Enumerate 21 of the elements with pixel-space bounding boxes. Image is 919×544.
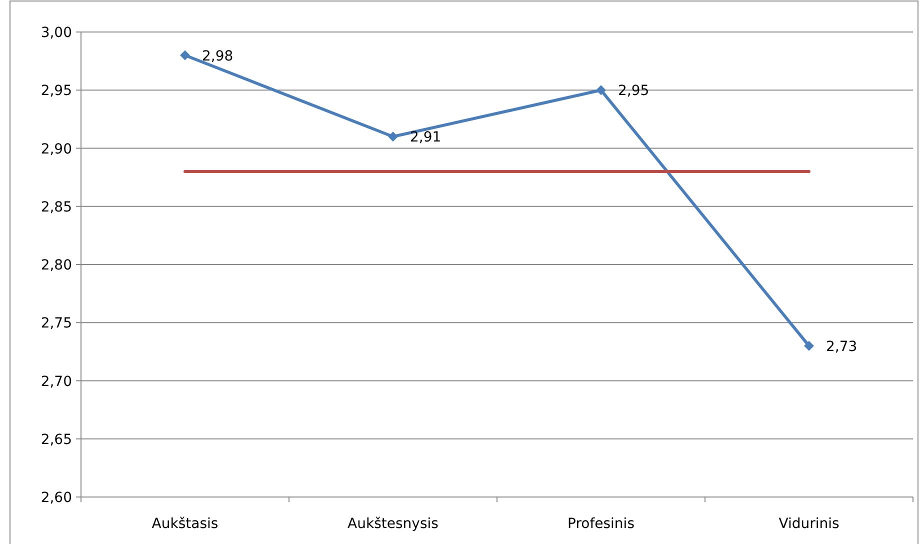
y-tick-label: 2,85 <box>40 199 72 216</box>
point <box>388 132 398 142</box>
x-tick-label: Profesinis <box>568 516 634 532</box>
y-tick-label: 2,95 <box>40 83 72 100</box>
y-tick-label: 2,90 <box>40 141 72 158</box>
y-tick-label: 2,80 <box>40 258 72 274</box>
point <box>180 50 190 60</box>
y-tick-label: 3,00 <box>40 25 72 41</box>
x-tick-label: Aukštesnysis <box>348 516 438 532</box>
y-tick-label: 2,65 <box>40 432 72 448</box>
point <box>804 340 814 351</box>
data-label: 2,91 <box>410 130 442 146</box>
data-label: 2,73 <box>826 338 858 355</box>
x-tick-label: Vidurinis <box>778 516 840 532</box>
data-label: 2,95 <box>618 83 650 100</box>
y-tick-label: 2,70 <box>40 374 72 390</box>
y-tick-label: 2,60 <box>40 490 72 506</box>
x-tick-label: Aukštasis <box>152 516 218 532</box>
point <box>596 85 606 96</box>
y-tick-label: 2,75 <box>40 316 72 332</box>
data-label: 2,98 <box>202 48 234 64</box>
